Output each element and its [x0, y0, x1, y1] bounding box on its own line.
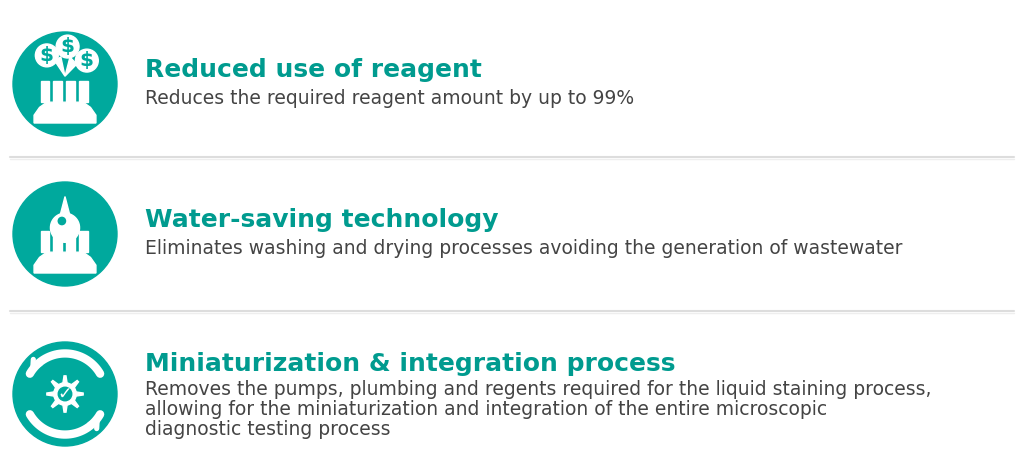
Circle shape	[76, 49, 98, 72]
Text: $: $	[60, 37, 75, 56]
Circle shape	[13, 32, 117, 136]
Polygon shape	[41, 231, 49, 252]
Polygon shape	[34, 252, 96, 273]
Circle shape	[36, 44, 58, 67]
Polygon shape	[53, 231, 62, 252]
Polygon shape	[79, 231, 88, 252]
Polygon shape	[60, 197, 70, 216]
Polygon shape	[67, 231, 75, 252]
Polygon shape	[79, 82, 88, 102]
Text: Reduces the required reagent amount by up to 99%: Reduces the required reagent amount by u…	[145, 89, 634, 107]
Polygon shape	[67, 82, 75, 102]
Text: Reduced use of reagent: Reduced use of reagent	[145, 58, 482, 82]
Circle shape	[13, 182, 117, 286]
Text: ✓: ✓	[57, 385, 73, 403]
Circle shape	[56, 35, 79, 58]
Text: Removes the pumps, plumbing and regents required for the liquid staining process: Removes the pumps, plumbing and regents …	[145, 379, 932, 399]
Circle shape	[13, 342, 117, 446]
Circle shape	[58, 217, 66, 225]
Text: Miniaturization & integration process: Miniaturization & integration process	[145, 352, 676, 376]
Polygon shape	[41, 82, 49, 102]
Polygon shape	[53, 82, 62, 102]
Polygon shape	[54, 57, 65, 76]
Circle shape	[58, 387, 72, 401]
Polygon shape	[34, 102, 96, 123]
Polygon shape	[65, 57, 77, 76]
Text: $: $	[80, 51, 94, 70]
Polygon shape	[47, 376, 83, 412]
Text: Water-saving technology: Water-saving technology	[145, 208, 499, 232]
Text: diagnostic testing process: diagnostic testing process	[145, 419, 390, 439]
Text: $: $	[40, 46, 54, 65]
Polygon shape	[50, 213, 80, 242]
Text: Eliminates washing and drying processes avoiding the generation of wastewater: Eliminates washing and drying processes …	[145, 239, 902, 257]
Text: allowing for the miniaturization and integration of the entire microscopic: allowing for the miniaturization and int…	[145, 400, 827, 418]
